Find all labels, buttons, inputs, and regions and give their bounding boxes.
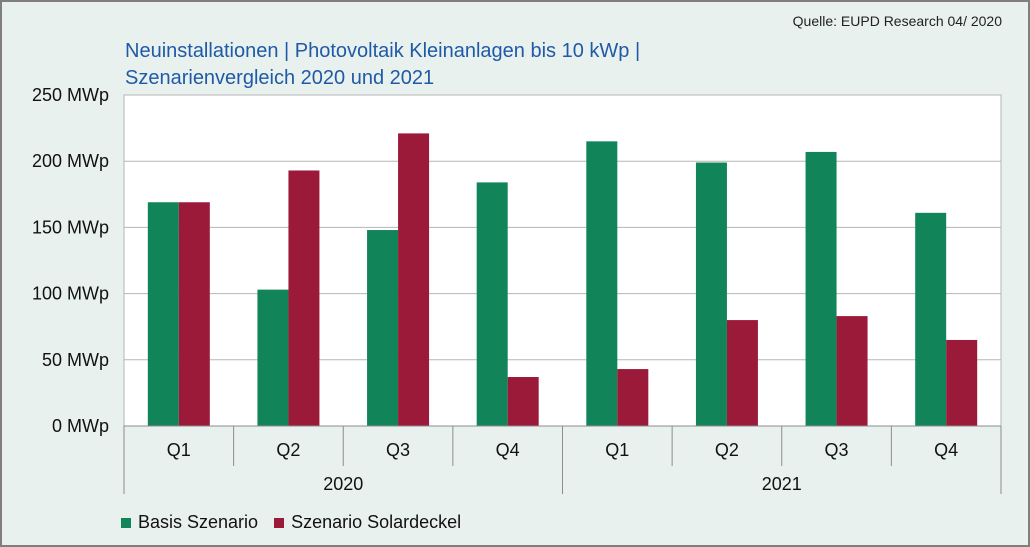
x-group-label: 2021 — [762, 474, 802, 494]
x-tick-label: Q4 — [934, 440, 958, 460]
bar-basis — [586, 141, 618, 426]
legend-swatch-basis — [121, 517, 131, 528]
legend-item-basis: Basis Szenario — [121, 512, 258, 533]
x-group-label: 2020 — [323, 474, 363, 494]
bar-basis — [147, 202, 179, 426]
legend-label-solardeckel: Szenario Solardeckel — [291, 512, 462, 532]
bar-basis — [915, 212, 947, 426]
bars — [147, 133, 978, 427]
plot-area — [124, 95, 1001, 426]
y-tick-label: 200 MWp — [32, 151, 109, 171]
y-tick-label: 0 MWp — [52, 416, 109, 436]
y-tick-label: 150 MWp — [32, 217, 109, 237]
bar-solardeckel — [836, 316, 868, 426]
x-tick-label: Q2 — [715, 440, 739, 460]
x-tick-label: Q3 — [386, 440, 410, 460]
y-tick-label: 100 MWp — [32, 284, 109, 304]
y-tick-label: 50 MWp — [42, 350, 109, 370]
chart-title-line-2: Szenarienvergleich 2020 und 2021 — [125, 67, 435, 89]
bar-solardeckel — [507, 377, 539, 426]
legend: Basis Szenario Szenario Solardeckel — [121, 512, 461, 533]
chart-title: Neuinstallationen | Photovoltaik Kleinan… — [125, 38, 640, 92]
x-tick-label: Q2 — [276, 440, 300, 460]
bar-solardeckel — [726, 320, 758, 426]
axes — [123, 425, 1002, 494]
legend-item-solardeckel: Szenario Solardeckel — [274, 512, 461, 533]
y-tick-label: 250 MWp — [32, 85, 109, 105]
legend-swatch-solardeckel — [274, 517, 285, 528]
bar-solardeckel — [617, 369, 649, 426]
bar-basis — [695, 162, 727, 427]
x-tick-label: Q1 — [167, 440, 191, 460]
gridlines — [123, 94, 1002, 427]
chart-title-line-1: Neuinstallationen | Photovoltaik Kleinan… — [125, 40, 641, 62]
x-tick-label: Q4 — [496, 440, 520, 460]
source-note: Quelle: EUPD Research 04/ 2020 — [792, 13, 1002, 29]
bar-basis — [367, 230, 399, 426]
bar-basis — [805, 151, 837, 426]
x-tick-label: Q3 — [825, 440, 849, 460]
x-tick-label: Q1 — [605, 440, 629, 460]
bar-solardeckel — [178, 202, 210, 426]
bar-basis — [257, 289, 289, 426]
bar-basis — [476, 182, 508, 426]
bar-solardeckel — [398, 133, 430, 426]
bar-solardeckel — [946, 339, 978, 426]
axis-labels: 0 MWp 50 MWp 100 MWp 150 MWp 200 MWp 250 MWp Q… — [32, 85, 958, 494]
bar-solardeckel — [288, 170, 320, 426]
legend-label-basis: Basis Szenario — [138, 512, 259, 532]
